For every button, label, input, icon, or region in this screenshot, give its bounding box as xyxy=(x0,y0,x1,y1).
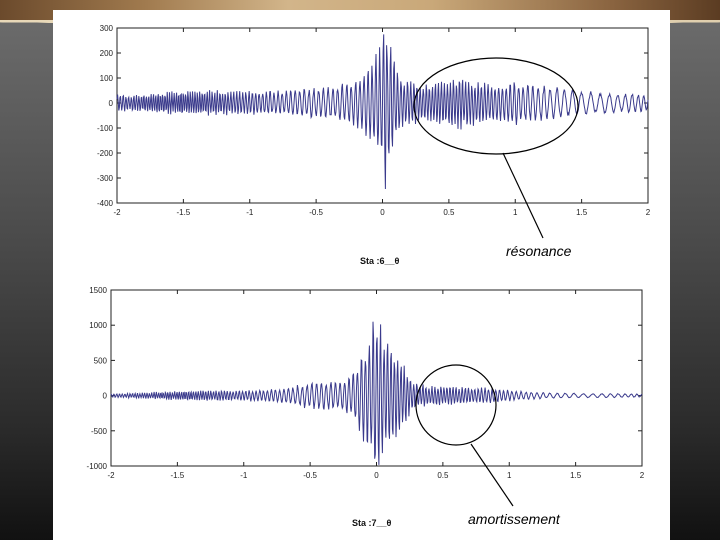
signal-trace xyxy=(116,34,649,190)
x-tick-label: -1.5 xyxy=(170,471,184,480)
x-tick-label: 1 xyxy=(507,471,512,480)
x-tick-label: -1 xyxy=(240,471,248,480)
x-tick-label: -0.5 xyxy=(309,208,323,217)
y-tick-label: -500 xyxy=(91,427,108,436)
chart-caption: Sta :6__θ xyxy=(360,256,400,266)
x-tick-label: 0 xyxy=(374,471,379,480)
signal-trace xyxy=(110,321,643,465)
y-tick-label: 0 xyxy=(109,99,114,108)
y-tick-label: 1500 xyxy=(89,286,107,295)
amortissement-label: amortissement xyxy=(468,511,561,527)
x-tick-label: 0.5 xyxy=(443,208,455,217)
x-tick-label: 2 xyxy=(646,208,651,217)
amortissement-ellipse xyxy=(415,364,497,446)
y-tick-label: -400 xyxy=(97,199,114,208)
resonance-pointer xyxy=(502,152,544,239)
chart-sta7: 1500 1000 500 0 -500 -1000 -2 -1.5 -1 -0.5 0 0.5 1 1… xyxy=(87,286,645,528)
x-tick-label: 0.5 xyxy=(437,471,449,480)
y-tick-label: 300 xyxy=(100,24,114,33)
y-tick-label: 1000 xyxy=(89,321,107,330)
resonance-label: résonance xyxy=(506,243,572,259)
resonance-ellipse xyxy=(413,57,579,155)
x-tick-label: 0 xyxy=(380,208,385,217)
y-tick-label: -300 xyxy=(97,174,114,183)
x-tick-label: -2 xyxy=(113,208,121,217)
y-tick-label: -100 xyxy=(97,124,114,133)
amortissement-pointer xyxy=(470,443,514,507)
chart-sta6: 300 200 100 0 -100 -200 -300 -400 -2 -1.5 -1 -0.5 0… xyxy=(97,24,651,266)
x-tick-label: -0.5 xyxy=(303,471,317,480)
x-tick-label: -2 xyxy=(107,471,115,480)
y-tick-label: -200 xyxy=(97,149,114,158)
x-tick-label: -1 xyxy=(246,208,254,217)
x-tick-label: 2 xyxy=(640,471,645,480)
y-tick-label: 200 xyxy=(100,49,114,58)
y-tick-label: 500 xyxy=(94,356,108,365)
x-tick-label: 1.5 xyxy=(576,208,588,217)
x-tick-label: -1.5 xyxy=(176,208,190,217)
y-tick-label: 0 xyxy=(103,392,108,401)
y-tick-label: 100 xyxy=(100,74,114,83)
y-tick-label: -1000 xyxy=(87,462,108,471)
x-tick-label: 1.5 xyxy=(570,471,582,480)
x-tick-label: 1 xyxy=(513,208,518,217)
chart-caption: Sta :7__θ xyxy=(352,518,392,528)
